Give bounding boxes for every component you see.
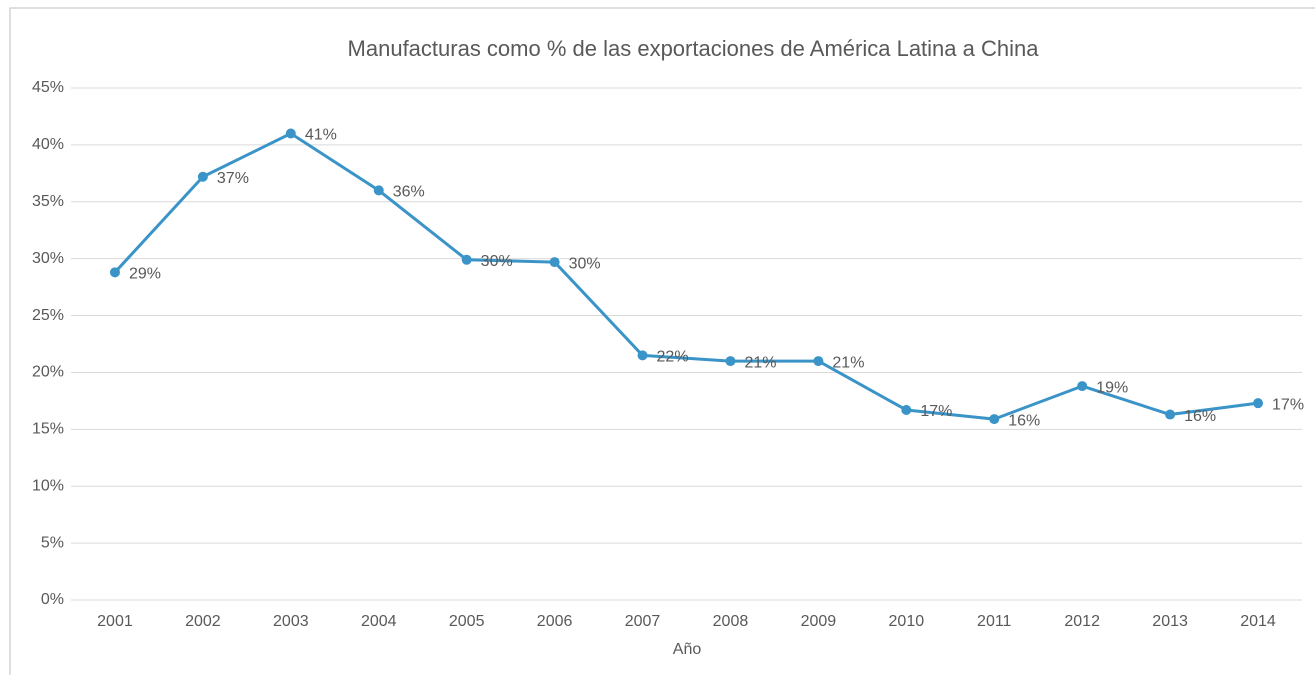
data-point: [373, 185, 384, 196]
x-tick-label: 2014: [1240, 613, 1276, 630]
data-label: 41%: [305, 127, 337, 144]
data-point: [1165, 409, 1176, 420]
data-point: [725, 356, 736, 367]
x-tick-label: 2010: [889, 613, 925, 630]
data-label: 16%: [1184, 408, 1216, 425]
data-label: 16%: [1008, 412, 1040, 429]
x-tick-label: 2008: [713, 613, 749, 630]
data-point: [285, 128, 296, 139]
data-point: [901, 404, 912, 415]
data-label: 29%: [129, 266, 161, 283]
x-tick-label: 2004: [361, 613, 397, 630]
x-tick-label: 2003: [273, 613, 309, 630]
data-point: [1077, 381, 1088, 392]
chart-title: Manufacturas como % de las exportaciones…: [348, 36, 1040, 61]
y-tick-label: 5%: [41, 534, 64, 551]
data-label: 21%: [744, 354, 776, 371]
data-point: [813, 356, 824, 367]
x-tick-label: 2013: [1152, 613, 1188, 630]
data-point: [197, 171, 208, 182]
data-label: 19%: [1096, 379, 1128, 396]
x-tick-label: 2012: [1064, 613, 1100, 630]
x-tick-label: 2002: [185, 613, 221, 630]
x-tick-label: 2011: [977, 613, 1012, 630]
data-point: [461, 254, 472, 265]
data-label: 21%: [832, 354, 864, 371]
data-label: 30%: [481, 253, 513, 270]
x-axis-label: Año: [673, 641, 702, 658]
y-tick-label: 30%: [32, 250, 64, 267]
data-point: [109, 267, 120, 278]
y-tick-label: 40%: [32, 136, 64, 153]
chart-frame: [9, 7, 1315, 675]
series-line: [113, 132, 1259, 421]
y-tick-label: 35%: [32, 193, 64, 210]
x-tick-label: 2001: [97, 613, 133, 630]
data-point: [549, 257, 560, 268]
x-tick-label: 2005: [449, 613, 485, 630]
data-label: 36%: [393, 184, 425, 201]
data-point: [989, 414, 1000, 425]
y-tick-label: 0%: [41, 591, 64, 608]
data-label: 30%: [569, 255, 601, 272]
data-label: 17%: [1272, 396, 1304, 413]
x-tick-label: 2006: [537, 613, 573, 630]
data-point: [1253, 398, 1264, 409]
y-tick-label: 10%: [32, 477, 64, 494]
y-tick-label: 45%: [32, 79, 64, 96]
data-point: [637, 350, 648, 361]
x-tick-label: 2007: [625, 613, 661, 630]
data-label: 22%: [657, 349, 689, 366]
data-label: 37%: [217, 170, 249, 187]
x-tick-label: 2009: [801, 613, 837, 630]
y-tick-label: 25%: [32, 307, 64, 324]
data-label: 17%: [920, 403, 952, 420]
y-tick-label: 15%: [32, 421, 64, 438]
y-tick-label: 20%: [32, 364, 64, 381]
